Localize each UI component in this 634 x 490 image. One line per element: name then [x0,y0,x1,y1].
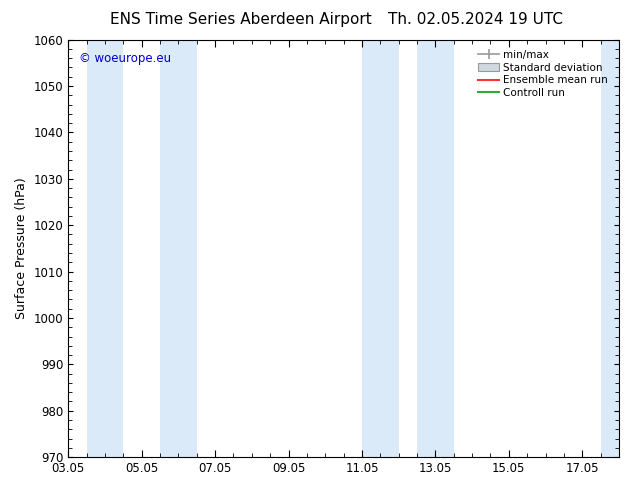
Bar [362,40,399,457]
Text: © woeurope.eu: © woeurope.eu [79,52,171,65]
Bar [160,40,197,457]
Bar [86,40,123,457]
Bar [417,40,454,457]
Text: ENS Time Series Aberdeen Airport: ENS Time Series Aberdeen Airport [110,12,372,27]
Legend: min/max, Standard deviation, Ensemble mean run, Controll run: min/max, Standard deviation, Ensemble me… [475,47,611,101]
Bar [600,40,619,457]
Text: Th. 02.05.2024 19 UTC: Th. 02.05.2024 19 UTC [388,12,563,27]
Y-axis label: Surface Pressure (hPa): Surface Pressure (hPa) [15,177,28,319]
